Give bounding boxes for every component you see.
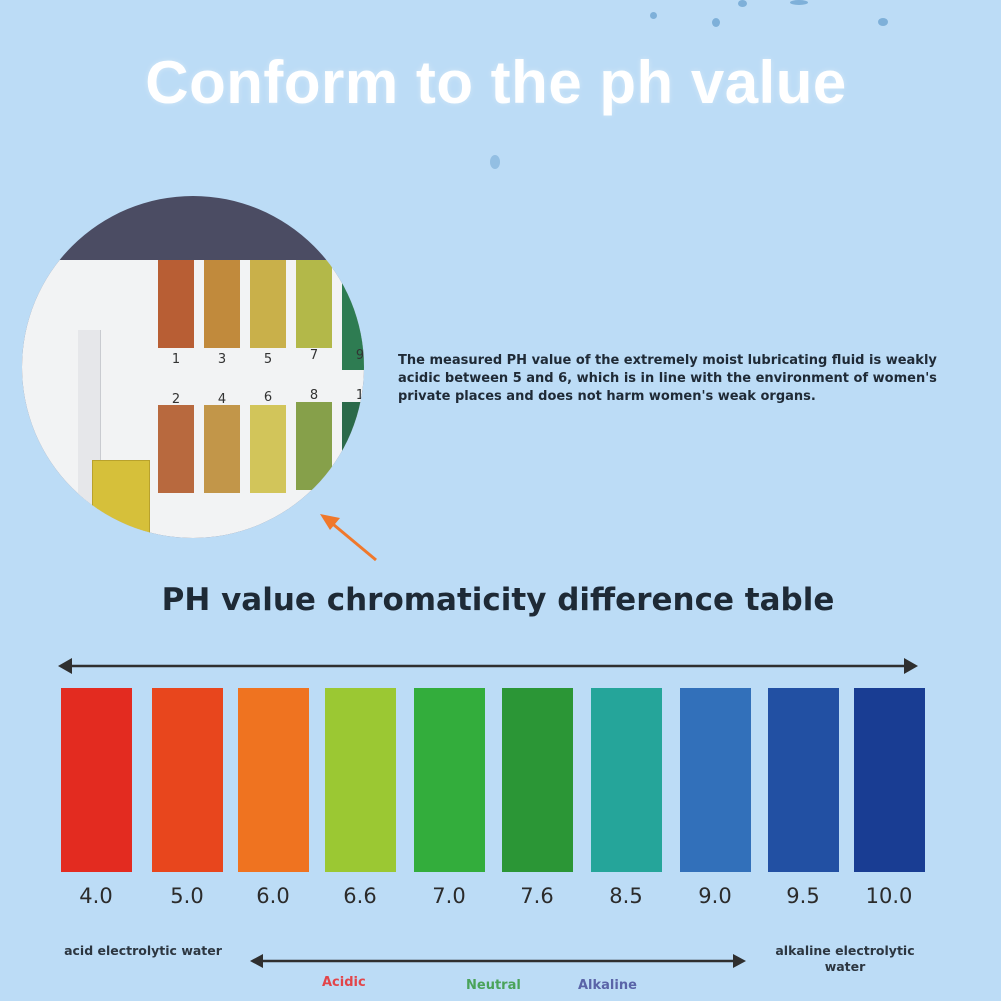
ph-value-label: 9.0: [698, 884, 732, 908]
strip-swatch: [296, 260, 332, 348]
water-drop-decoration: [490, 155, 500, 169]
ph-value-label: 5.0: [170, 884, 204, 908]
strip-number: 8: [309, 388, 319, 403]
strip-number: 6: [263, 390, 273, 405]
acid-water-label: acid electrolytic water: [64, 943, 222, 958]
ph-swatch: [680, 688, 751, 872]
alkaline-water-label: alkaline electrolytic water: [775, 943, 915, 974]
strip-number: 1: [171, 352, 181, 367]
ph-color-scale: [61, 688, 927, 872]
strip-number: 1: [355, 388, 364, 403]
headline: Conform to the ph value: [145, 49, 847, 116]
ph-swatch: [591, 688, 662, 872]
ph-value-label: 4.0: [79, 884, 113, 908]
strip-number: 7: [309, 348, 319, 363]
strip-swatch: [250, 405, 286, 493]
ph-value-label: 6.6: [343, 884, 377, 908]
strip-swatch: [158, 405, 194, 493]
ph-value-label: 9.5: [786, 884, 820, 908]
ph-value-label: 7.6: [520, 884, 554, 908]
strip-number: 9: [355, 348, 364, 363]
ph-swatch: [61, 688, 132, 872]
ph-value-label: 10.0: [865, 884, 913, 908]
strip-swatch: [342, 402, 364, 490]
strip-swatch: [158, 260, 194, 348]
strip-swatch: [342, 282, 364, 370]
pointer-arrow: [320, 514, 377, 562]
water-drop-decoration: [712, 18, 720, 27]
ph-swatch: [152, 688, 223, 872]
ph-swatch: [325, 688, 396, 872]
test-strip-card: 1 3 5 7 9 2 4 6 8 1: [22, 260, 364, 538]
strip-number: 3: [217, 352, 227, 367]
test-paper-stick: [92, 460, 150, 538]
acidic-label: Acidic: [322, 975, 366, 990]
ph-swatch: [414, 688, 485, 872]
description-text: The measured PH value of the extremely m…: [398, 353, 937, 404]
ph-swatch: [854, 688, 925, 872]
water-drop-decoration: [790, 0, 808, 5]
ph-swatch: [238, 688, 309, 872]
strip-number: 5: [263, 352, 273, 367]
alkaline-label: Alkaline: [578, 978, 637, 993]
ph-value-label: 7.0: [432, 884, 466, 908]
ph-value-label: 8.5: [609, 884, 643, 908]
table-title: PH value chromaticity difference table: [161, 582, 835, 618]
strip-swatch: [296, 402, 332, 490]
strip-swatch: [204, 260, 240, 348]
strip-number: 2: [171, 392, 181, 407]
range-double-arrow: [58, 658, 918, 674]
category-double-arrow: [250, 954, 746, 968]
strip-swatch: [204, 405, 240, 493]
water-drop-decoration: [650, 12, 657, 19]
ph-swatch: [502, 688, 573, 872]
ph-swatch: [768, 688, 839, 872]
water-drop-decoration: [878, 18, 888, 26]
water-drop-decoration: [738, 0, 747, 7]
ph-test-strip-photo: 1 3 5 7 9 2 4 6 8 1: [22, 196, 364, 538]
strip-number: 4: [217, 392, 227, 407]
ph-value-label: 6.0: [256, 884, 290, 908]
strip-swatch: [250, 260, 286, 348]
neutral-label: Neutral: [466, 978, 521, 993]
